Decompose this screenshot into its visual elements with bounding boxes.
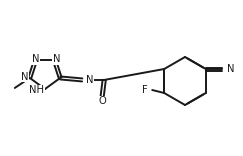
- Text: NH: NH: [29, 85, 44, 95]
- Text: N: N: [21, 72, 29, 82]
- Text: F: F: [142, 85, 148, 95]
- Text: N: N: [32, 54, 39, 64]
- Text: N: N: [53, 54, 60, 64]
- Text: O: O: [98, 96, 106, 106]
- Text: N: N: [86, 75, 94, 85]
- Text: N: N: [227, 64, 234, 74]
